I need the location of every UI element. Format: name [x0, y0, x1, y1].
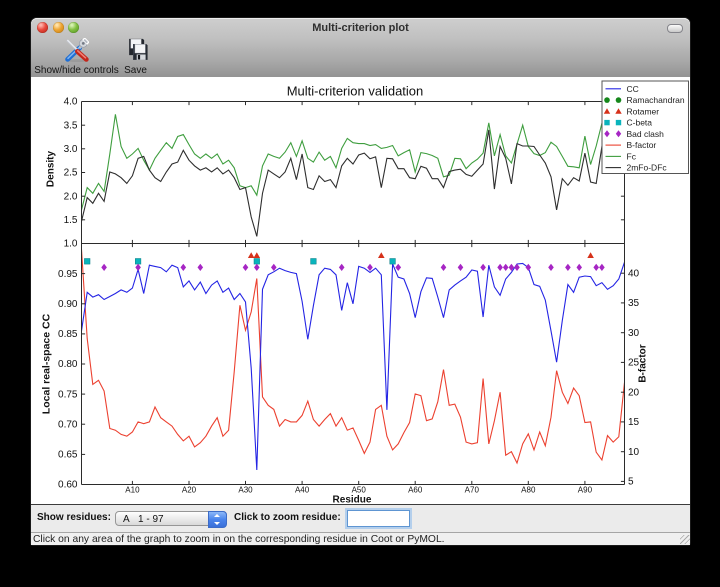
svg-text:Ramachandran: Ramachandran [627, 95, 685, 105]
svg-text:CC: CC [627, 84, 639, 94]
svg-text:A10: A10 [125, 486, 140, 495]
svg-text:A60: A60 [408, 486, 423, 495]
svg-text:10: 10 [628, 447, 640, 458]
svg-text:0.85: 0.85 [58, 329, 78, 340]
svg-text:0.75: 0.75 [58, 389, 78, 400]
svg-text:Fc: Fc [627, 151, 637, 161]
svg-text:0.70: 0.70 [58, 419, 78, 430]
svg-text:5: 5 [628, 477, 634, 488]
svg-text:Residue: Residue [333, 494, 372, 504]
svg-text:2.0: 2.0 [64, 191, 78, 202]
svg-text:2.5: 2.5 [64, 168, 78, 179]
svg-text:A90: A90 [578, 486, 593, 495]
svg-text:B-factor: B-factor [627, 140, 657, 150]
svg-text:3.5: 3.5 [64, 120, 78, 131]
svg-text:15: 15 [628, 417, 640, 428]
svg-text:Local real-space CC: Local real-space CC [41, 313, 53, 414]
svg-text:Bad clash: Bad clash [627, 129, 665, 139]
svg-text:B-factor: B-factor [638, 344, 649, 382]
svg-text:0.80: 0.80 [58, 359, 78, 370]
svg-text:Multi-criterion validation: Multi-criterion validation [287, 84, 424, 99]
svg-text:3.0: 3.0 [64, 144, 78, 155]
svg-text:4.0: 4.0 [64, 97, 78, 108]
svg-text:20: 20 [628, 387, 640, 398]
svg-text:25: 25 [628, 358, 640, 369]
svg-text:A20: A20 [182, 486, 197, 495]
svg-text:A80: A80 [521, 486, 536, 495]
svg-text:0.95: 0.95 [58, 269, 78, 280]
svg-text:1.0: 1.0 [64, 239, 78, 250]
svg-text:30: 30 [628, 328, 640, 339]
svg-text:A40: A40 [295, 486, 310, 495]
svg-text:A50: A50 [352, 486, 367, 495]
svg-text:A30: A30 [238, 486, 253, 495]
svg-text:Density: Density [46, 151, 57, 188]
svg-text:0.90: 0.90 [58, 299, 78, 310]
svg-text:2mFo-DFc: 2mFo-DFc [627, 163, 668, 173]
svg-text:Rotamer: Rotamer [627, 106, 660, 116]
svg-text:C-beta: C-beta [627, 118, 653, 128]
svg-text:35: 35 [628, 298, 640, 309]
svg-text:0.65: 0.65 [58, 450, 78, 461]
svg-text:40: 40 [628, 268, 640, 279]
svg-text:0.60: 0.60 [58, 480, 78, 491]
svg-text:A70: A70 [465, 486, 480, 495]
svg-text:1.5: 1.5 [64, 215, 78, 226]
